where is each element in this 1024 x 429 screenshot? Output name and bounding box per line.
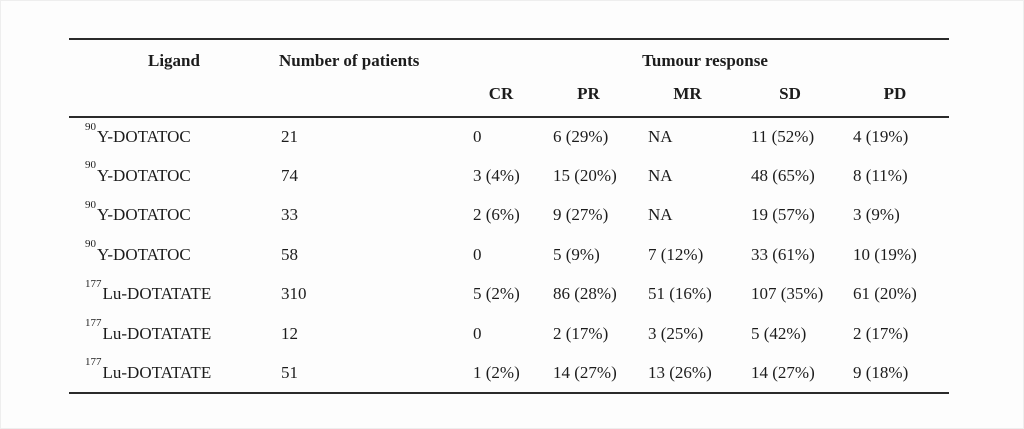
response-cell-sd: 107 (35%) [751, 284, 824, 304]
patients-cell: 58 [281, 244, 298, 264]
table-row: 90Y-DOTATOC 58 0 5 (9%) 7 (12%) 33 (61%) 10 (1… [69, 235, 949, 274]
patients-cell: 51 [279, 353, 461, 394]
response-cell-pd: 3 (9%) [853, 205, 900, 225]
response-cell-mr: 13 (26%) [636, 353, 739, 394]
table-header-row-1: Ligand Number of patients Tumour respons… [69, 39, 949, 77]
patients-cell: 21 [281, 127, 298, 147]
response-cell-mr: NA [648, 166, 673, 186]
response-cell-sd: 11 (52%) [751, 127, 815, 147]
ligand-cell: 90Y-DOTATOC [85, 238, 191, 264]
column-header-pr: PR [541, 77, 636, 118]
response-cell-mr: 3 (25%) [648, 323, 704, 343]
table-row: 90Y-DOTATOC 21 0 6 (29%) NA 11 (52%) 4 (19%) [69, 117, 949, 156]
isotope-superscript: 177 [85, 316, 102, 329]
patients-cell: 310 [281, 284, 307, 304]
response-cell-pd: 61 (20%) [853, 284, 917, 304]
table-header: Ligand Number of patients Tumour respons… [69, 39, 950, 118]
response-cell-pd: 2 (17%) [853, 323, 909, 343]
response-cell-sd: 48 (65%) [751, 166, 815, 186]
table-row: 177Lu-DOTATATE 310 5 (2%) 86 (28%) 51 (16%) 1… [69, 275, 949, 314]
ligand-cell: 177Lu-DOTATATE [85, 277, 212, 304]
response-cell-cr: 2 (6%) [473, 205, 520, 225]
isotope-superscript: 90 [85, 159, 96, 172]
response-cell-pd: 4 (19%) [853, 127, 909, 147]
patients-cell: 12 [281, 323, 298, 343]
patients-cell: 74 [281, 166, 298, 186]
column-header-mr: MR [636, 77, 739, 118]
column-header-sd: SD [739, 77, 841, 118]
table-header-row-2: CR PR MR SD PD [69, 77, 950, 118]
isotope-superscript: 177 [85, 355, 102, 368]
response-cell-pr: 15 (20%) [553, 166, 617, 186]
isotope-superscript: 177 [85, 277, 102, 290]
empty-header-cell [69, 77, 279, 118]
patients-cell: 33 [281, 205, 298, 225]
response-cell-pr: 86 (28%) [553, 284, 617, 304]
response-cell-sd: 14 (27%) [739, 353, 841, 394]
response-cell-pr: 9 (27%) [553, 205, 609, 225]
response-cell-sd: 5 (42%) [751, 323, 807, 343]
response-cell-sd: 19 (57%) [751, 205, 815, 225]
table-row: 90Y-DOTATOC 74 3 (4%) 15 (20%) NA 48 (65%) 8 (… [69, 156, 949, 195]
tumour-response-span-header: Tumour response [642, 50, 768, 70]
response-cell-cr: 3 (4%) [473, 166, 520, 186]
table-body: 90Y-DOTATOC 21 0 6 (29%) NA 11 (52%) 4 (19%) 90… [69, 117, 950, 394]
response-cell-mr: 7 (12%) [648, 244, 704, 264]
table-row: 90Y-DOTATOC 33 2 (6%) 9 (27%) NA 19 (57%) 3 (9… [69, 196, 949, 235]
response-cell-pr: 5 (9%) [553, 244, 600, 264]
ligand-column-header: Ligand [148, 50, 200, 70]
ligand-cell: 90Y-DOTATOC [85, 198, 191, 225]
empty-header-cell [279, 77, 461, 118]
patients-column-header: Number of patients [279, 50, 420, 70]
response-cell-cr: 0 [473, 244, 482, 264]
table-row: 177Lu-DOTATATE 51 1 (2%) 14 (27%) 13 (26%) 14… [69, 353, 950, 394]
isotope-superscript: 90 [85, 198, 96, 211]
response-cell-pr: 14 (27%) [541, 353, 636, 394]
response-cell-cr: 5 (2%) [473, 284, 520, 304]
response-cell-pd: 9 (18%) [841, 353, 950, 394]
ligand-cell: 90Y-DOTATOC [85, 120, 191, 147]
response-cell-cr: 0 [473, 323, 482, 343]
response-cell-pd: 8 (11%) [853, 166, 908, 186]
table-row: 177Lu-DOTATATE 12 0 2 (17%) 3 (25%) 5 (42%) 2 … [69, 314, 949, 353]
tumour-response-table: Ligand Number of patients Tumour respons… [69, 38, 950, 394]
response-cell-sd: 33 (61%) [751, 244, 815, 264]
isotope-superscript: 90 [85, 238, 96, 251]
ligand-cell: 90Y-DOTATOC [85, 159, 191, 186]
response-cell-mr: NA [648, 127, 673, 147]
response-cell-pr: 6 (29%) [553, 127, 609, 147]
response-cell-pr: 2 (17%) [553, 323, 609, 343]
isotope-superscript: 90 [85, 120, 96, 133]
response-cell-mr: NA [648, 205, 673, 225]
response-cell-mr: 51 (16%) [648, 284, 712, 304]
response-cell-cr: 1 (2%) [461, 353, 541, 394]
ligand-cell: 177Lu-DOTATATE [69, 353, 279, 394]
response-cell-pd: 10 (19%) [853, 244, 917, 264]
ligand-cell: 177Lu-DOTATATE [85, 316, 212, 343]
column-header-cr: CR [461, 77, 541, 118]
column-header-pd: PD [841, 77, 950, 118]
response-cell-cr: 0 [473, 127, 482, 147]
